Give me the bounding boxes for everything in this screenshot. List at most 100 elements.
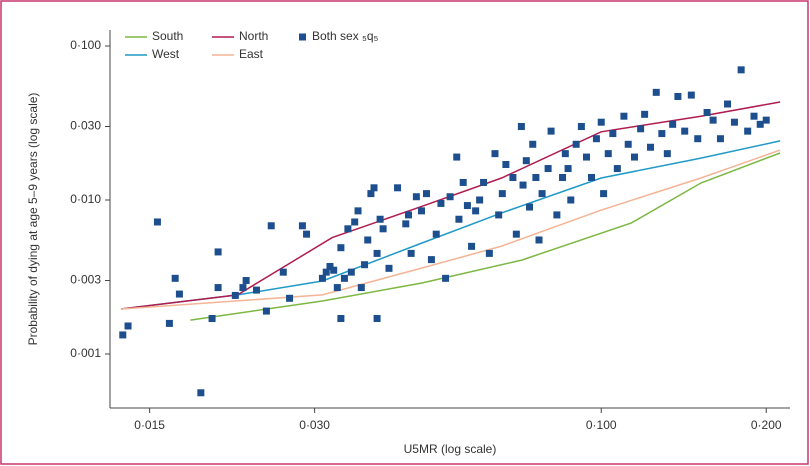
point	[412, 193, 420, 201]
point	[538, 190, 546, 198]
x-tick-label: 0·200	[751, 418, 782, 432]
legend-label: West	[152, 47, 180, 61]
point	[239, 284, 247, 292]
point	[577, 123, 585, 131]
point	[572, 140, 580, 148]
line	[120, 101, 781, 310]
point	[446, 193, 454, 201]
point	[442, 274, 450, 282]
point	[171, 274, 179, 282]
point	[532, 173, 540, 181]
point	[347, 268, 355, 276]
point	[592, 135, 600, 143]
point	[476, 196, 484, 204]
point	[322, 268, 330, 276]
point	[376, 215, 384, 223]
point	[402, 220, 410, 228]
point	[124, 322, 132, 330]
point	[669, 120, 677, 128]
point	[367, 190, 375, 198]
point	[604, 150, 612, 158]
point	[330, 266, 338, 274]
point	[286, 294, 294, 302]
point	[647, 143, 655, 151]
point	[407, 249, 415, 257]
legend-swatch	[299, 33, 306, 41]
point	[652, 88, 660, 96]
point	[588, 173, 596, 181]
point	[385, 264, 393, 272]
point	[762, 116, 770, 124]
point	[197, 389, 205, 397]
point	[613, 165, 621, 173]
point	[214, 284, 222, 292]
point	[744, 127, 752, 135]
point	[480, 178, 488, 186]
point	[364, 236, 372, 244]
point	[620, 112, 628, 120]
point	[417, 207, 425, 215]
point	[214, 248, 222, 256]
y-tick-label: 0·001	[70, 346, 101, 360]
point	[379, 225, 387, 233]
point	[472, 207, 480, 215]
point	[687, 91, 695, 99]
legend-label: South	[152, 29, 183, 43]
point	[641, 110, 649, 118]
y-tick-label: 0·100	[70, 38, 101, 52]
legend-label: North	[239, 29, 268, 43]
y-axis-label: Probability of dying at age 5–9 years (l…	[26, 93, 40, 346]
point	[119, 331, 127, 339]
point	[357, 284, 365, 292]
point	[242, 277, 250, 285]
point	[303, 230, 311, 238]
point	[529, 140, 537, 148]
point	[663, 150, 671, 158]
x-tick-label: 0·015	[134, 418, 165, 432]
point	[298, 222, 306, 230]
point	[354, 207, 362, 215]
point	[208, 315, 216, 323]
point	[535, 236, 543, 244]
point	[624, 140, 632, 148]
point	[553, 211, 561, 219]
point	[637, 125, 645, 133]
point	[564, 165, 572, 173]
point	[344, 225, 352, 233]
point	[674, 92, 682, 100]
y-tick-label: 0·030	[70, 119, 101, 133]
point	[583, 153, 590, 161]
point	[231, 291, 239, 299]
point	[694, 135, 702, 143]
point	[432, 230, 440, 238]
point	[724, 100, 732, 108]
point	[468, 242, 476, 250]
point	[559, 173, 567, 181]
x-axis-label: U5MR (log scale)	[404, 442, 497, 456]
y-tick-label: 0·003	[70, 273, 101, 287]
point	[600, 190, 608, 198]
line	[190, 152, 781, 321]
point	[361, 261, 369, 269]
y-tick-label: 0·010	[70, 192, 101, 206]
point	[509, 173, 517, 181]
point	[463, 202, 471, 210]
point	[609, 130, 617, 138]
line	[120, 140, 781, 310]
point	[658, 130, 666, 138]
point	[485, 249, 493, 257]
point	[326, 262, 334, 270]
point	[333, 284, 341, 292]
point	[517, 123, 525, 131]
point	[404, 211, 412, 219]
point	[337, 244, 345, 252]
point	[716, 135, 724, 143]
point	[267, 222, 275, 230]
point	[681, 127, 689, 135]
point	[373, 315, 381, 323]
point	[519, 181, 527, 189]
point	[737, 66, 745, 74]
point	[373, 249, 381, 257]
point	[351, 218, 359, 226]
